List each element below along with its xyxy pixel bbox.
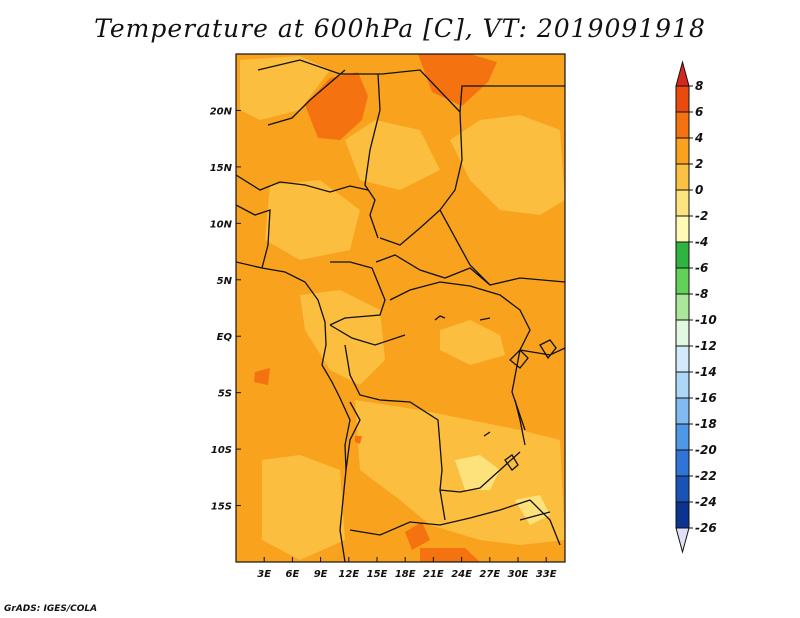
colorbar-box bbox=[675, 397, 690, 425]
lat-tick-label: 5N bbox=[217, 276, 233, 287]
colorbar-label: -8 bbox=[695, 287, 708, 301]
colorbar-label: -24 bbox=[695, 495, 717, 509]
colorbar-box bbox=[675, 137, 690, 165]
lon-tick-label: 6E bbox=[286, 569, 300, 580]
colorbar-box bbox=[675, 423, 690, 451]
colorbar-label: -10 bbox=[695, 313, 717, 327]
colorbar-box bbox=[675, 215, 690, 243]
colorbar: 8 6 4 2 0 -2 -4 -6 -8 -10 -12 -14 -16 -18 -20 -22 -24 -26 bbox=[675, 60, 717, 554]
map-frame bbox=[235, 53, 566, 563]
lat-tick-label: EQ bbox=[217, 332, 233, 343]
colorbar-box bbox=[675, 293, 690, 321]
lat-tick-label: 5S bbox=[218, 389, 232, 400]
colorbar-label: -22 bbox=[695, 469, 717, 483]
coastline-west bbox=[236, 261, 351, 562]
colorbar-box bbox=[675, 189, 690, 217]
field-0-to-2-north bbox=[240, 56, 565, 260]
lon-tick-label: 15E bbox=[367, 569, 388, 580]
lat-tick-label: 10N bbox=[210, 219, 233, 230]
colorbar-box bbox=[675, 319, 690, 347]
colorbar-label: -4 bbox=[695, 235, 708, 249]
colorbar-label: 8 bbox=[695, 79, 703, 93]
colorbar-label: -16 bbox=[695, 391, 717, 405]
lon-tick-label: 9E bbox=[314, 569, 328, 580]
colorbar-box bbox=[675, 85, 690, 113]
lon-tick-label: 12E bbox=[338, 569, 359, 580]
colorbar-box bbox=[675, 371, 690, 399]
colorbar-box bbox=[675, 111, 690, 139]
colorbar-label: 6 bbox=[695, 105, 703, 119]
colorbar-box bbox=[675, 163, 690, 191]
lon-tick-label: 33E bbox=[536, 569, 557, 580]
colorbar-label: 0 bbox=[695, 183, 703, 197]
colorbar-label: -14 bbox=[695, 365, 717, 379]
colorbar-box bbox=[675, 475, 690, 503]
lon-tick-label: 30E bbox=[508, 569, 529, 580]
colorbar-box bbox=[675, 241, 690, 269]
field-minus2-to-0 bbox=[455, 455, 550, 525]
lat-tick-label: 20N bbox=[210, 106, 233, 117]
field-0-to-2-south bbox=[262, 400, 565, 560]
colorbar-label: -20 bbox=[695, 443, 717, 457]
colorbar-label: -26 bbox=[695, 521, 717, 535]
lon-axis: 3E 6E 9E 12E 15E 18E 21E 24E 27E 30E 33E bbox=[257, 557, 557, 580]
colorbar-label: -6 bbox=[695, 261, 708, 275]
lon-tick-label: 3E bbox=[257, 569, 271, 580]
lon-tick-label: 18E bbox=[395, 569, 416, 580]
country-borders bbox=[236, 59, 565, 562]
colorbar-label: 4 bbox=[694, 131, 703, 145]
grads-credit: GrADS: IGES/COLA bbox=[4, 604, 98, 614]
colorbar-label: -18 bbox=[695, 417, 717, 431]
colorbar-label: -12 bbox=[695, 339, 717, 353]
lon-tick-label: 24E bbox=[451, 569, 472, 580]
lon-tick-label: 27E bbox=[479, 569, 500, 580]
lat-tick-label: 10S bbox=[211, 445, 232, 456]
lat-tick-label: 15N bbox=[210, 163, 233, 174]
colorbar-box bbox=[675, 267, 690, 295]
lakes bbox=[434, 315, 557, 521]
lon-tick-label: 21E bbox=[423, 569, 444, 580]
temperature-field bbox=[236, 54, 565, 562]
lat-tick-label: 15S bbox=[211, 502, 232, 513]
border-north bbox=[236, 59, 565, 546]
colorbar-box bbox=[675, 501, 690, 529]
chart-title: Temperature at 600hPa [C], VT: 201909191… bbox=[94, 14, 706, 43]
field-0-to-2-central bbox=[300, 290, 505, 385]
colorbar-box bbox=[675, 449, 690, 477]
colorbar-bottom-arrow bbox=[675, 527, 690, 554]
colorbar-label: 2 bbox=[695, 157, 703, 171]
lat-axis: 20N 15N 10N 5N EQ 5S 10S 15S bbox=[210, 106, 241, 513]
colorbar-top-arrow bbox=[675, 60, 690, 87]
colorbar-label: -2 bbox=[695, 209, 708, 223]
colorbar-box bbox=[675, 345, 690, 373]
